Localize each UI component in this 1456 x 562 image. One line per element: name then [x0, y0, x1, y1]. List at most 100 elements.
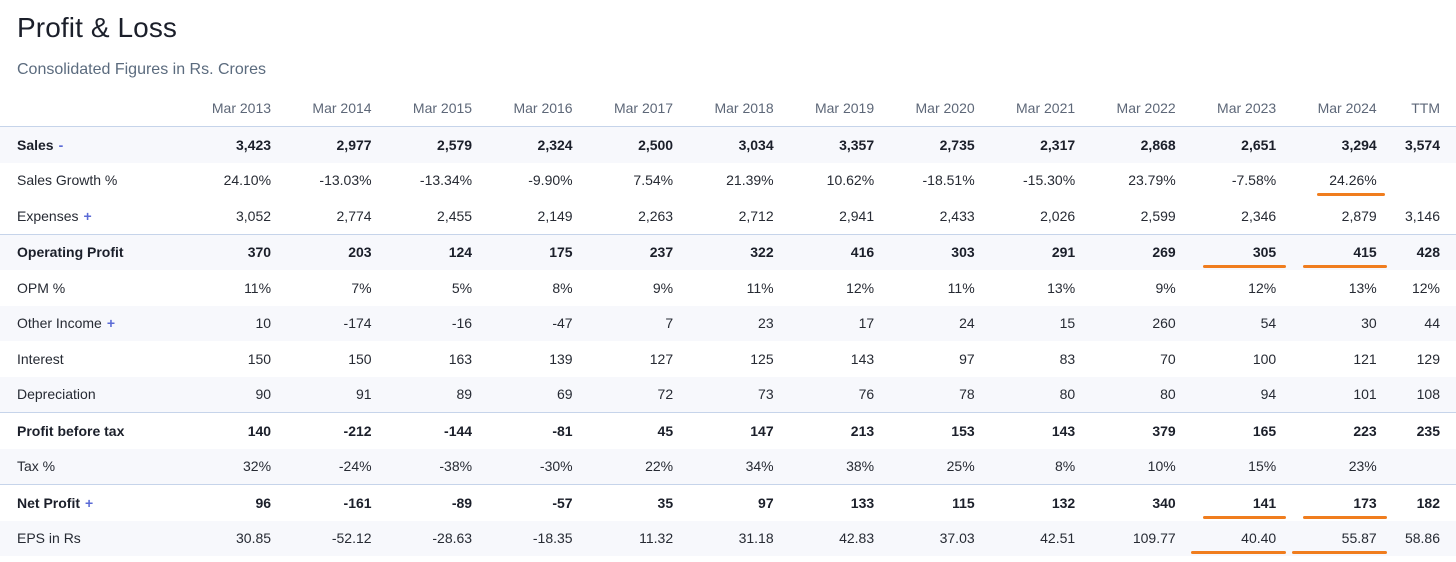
table-cell: 2,500 — [586, 126, 688, 163]
table-cell: 108 — [1390, 376, 1456, 413]
highlighted-value: 415 — [1302, 244, 1388, 269]
table-row-eps-in-rs: EPS in Rs 30.85 -52.12 -28.63 -18.35 11.32 31.… — [0, 520, 1456, 556]
row-label-text: Interest — [17, 350, 64, 367]
table-cell: 73 — [687, 376, 788, 413]
column-header-mar-2018: Mar 2018 — [687, 90, 788, 127]
row-label-text: EPS in Rs — [17, 530, 81, 547]
table-cell: 9% — [652, 279, 674, 296]
table-cell: -7.58% — [1231, 172, 1277, 189]
table-cell: 76 — [787, 376, 889, 413]
column-header-ttm: TTM — [1390, 90, 1456, 127]
table-cell: 3,052 — [236, 207, 272, 224]
table-cell: 2,735 — [888, 126, 989, 163]
column-header-mar-2021: Mar 2021 — [988, 90, 1090, 127]
expand-toggle-button[interactable]: + — [106, 315, 116, 332]
header-row: Mar 2013 Mar 2014 Mar 2015 Mar 2016 Mar 2017… — [0, 90, 1456, 127]
table-cell: 260 — [1089, 305, 1190, 341]
table-cell: 150 — [348, 350, 372, 367]
table-cell: 416 — [787, 233, 889, 270]
table-cell: 2,455 — [437, 207, 473, 224]
table-cell: -47 — [486, 305, 587, 341]
table-cell: -13.34% — [419, 172, 473, 189]
table-row-opm-pct: OPM % 11% 7% 5% 8% 9% 11% 12% 11% 13% 9% 12% 13% 12% — [0, 270, 1456, 306]
table-cell: 12% — [1411, 279, 1440, 296]
table-cell: -161 — [285, 484, 386, 521]
table-cell: -16 — [385, 305, 487, 341]
page-title: Profit & Loss — [17, 12, 178, 43]
table-cell: 15% — [1189, 448, 1291, 485]
row-label: EPS in Rs — [0, 520, 185, 556]
table-cell: 21.39% — [726, 172, 774, 189]
table-cell: 24 — [888, 305, 989, 341]
highlighted-value: 24.26% — [1317, 172, 1386, 197]
collapse-toggle-button[interactable]: - — [58, 136, 64, 153]
table-cell: 7% — [351, 279, 372, 296]
table-cell: -18.51% — [922, 172, 975, 189]
table-cell: -28.63 — [385, 520, 487, 556]
table-cell: 121 — [1353, 350, 1377, 367]
table-cell: 340 — [1089, 484, 1190, 521]
table-cell: -38% — [385, 448, 487, 485]
table-cell: 2,263 — [638, 207, 674, 224]
row-label-text: Profit before tax — [17, 422, 125, 439]
table-cell: 115 — [888, 484, 989, 521]
table-cell: 3,423 — [184, 126, 286, 163]
highlighted-value: 141 — [1202, 494, 1287, 519]
row-label[interactable]: Expenses + — [0, 198, 185, 234]
table-cell: 303 — [888, 233, 989, 270]
table-cell: 11% — [244, 279, 272, 296]
table-cell — [1391, 163, 1456, 199]
column-header-mar-2017: Mar 2017 — [586, 90, 688, 127]
table-cell: 42.83 — [787, 520, 889, 556]
table-cell: -89 — [385, 484, 487, 521]
table-cell: 2,868 — [1089, 126, 1190, 163]
table-cell: 2,433 — [939, 207, 975, 224]
table-cell: 2,879 — [1341, 207, 1377, 224]
table-cell: -144 — [385, 412, 487, 449]
table-cell: 11% — [947, 279, 975, 296]
table-cell: -24% — [285, 448, 386, 485]
table-cell: 8% — [988, 448, 1090, 485]
table-cell: 2,712 — [738, 207, 774, 224]
table-cell: 305 — [1189, 233, 1291, 270]
table-row-other-income: Other Income +10 -174 -16 -47 7 23 17 24 15 260 54 3… — [0, 305, 1456, 341]
row-label[interactable]: Other Income + — [0, 305, 185, 341]
table-cell: 2,324 — [486, 126, 587, 163]
table-cell: 100 — [1252, 350, 1277, 367]
table-cell: 2,599 — [1140, 207, 1176, 224]
row-label[interactable]: Sales - — [0, 126, 185, 163]
table-cell: 109.77 — [1089, 520, 1190, 556]
table-cell: 379 — [1089, 412, 1190, 449]
table-row-sales: Sales -3,423 2,977 2,579 2,324 2,500 3,034 3,35… — [0, 126, 1456, 163]
table-cell: 5% — [451, 279, 473, 296]
table-cell: 3,294 — [1290, 126, 1391, 163]
table-cell: 40.40 — [1189, 520, 1291, 556]
table-cell: 101 — [1290, 376, 1391, 413]
table-cell: 125 — [750, 350, 774, 367]
table-cell: -18.35 — [486, 520, 587, 556]
expand-toggle-button[interactable]: + — [85, 494, 94, 511]
table-cell: 235 — [1390, 412, 1456, 449]
table-cell: 72 — [586, 376, 688, 413]
table-cell: 10% — [1089, 448, 1190, 485]
expand-toggle-button[interactable]: + — [83, 207, 92, 224]
table-cell: 15 — [988, 305, 1090, 341]
table-cell: 150 — [247, 350, 272, 367]
table-row-depreciation: Depreciation 90 91 89 69 72 73 76 78 80 80 94 101 108 — [0, 376, 1456, 413]
table-cell: 37.03 — [888, 520, 989, 556]
table-cell: -81 — [486, 412, 587, 449]
table-cell: 203 — [285, 233, 386, 270]
highlighted-value: 173 — [1302, 494, 1388, 519]
table-cell: 2,026 — [1040, 207, 1076, 224]
table-cell: 3,357 — [787, 126, 889, 163]
table-cell: 31.18 — [687, 520, 788, 556]
row-label-text: Net Profit — [17, 494, 80, 511]
table-cell: 12% — [1248, 279, 1277, 296]
table-cell: 10 — [184, 305, 286, 341]
table-cell: 269 — [1089, 233, 1190, 270]
column-header-mar-2015: Mar 2015 — [385, 90, 487, 127]
table-cell: 322 — [687, 233, 788, 270]
table-body: Sales -3,423 2,977 2,579 2,324 2,500 3,034 3,35… — [0, 126, 1456, 556]
row-label[interactable]: Net Profit + — [0, 484, 185, 521]
row-label: Interest — [0, 341, 185, 377]
